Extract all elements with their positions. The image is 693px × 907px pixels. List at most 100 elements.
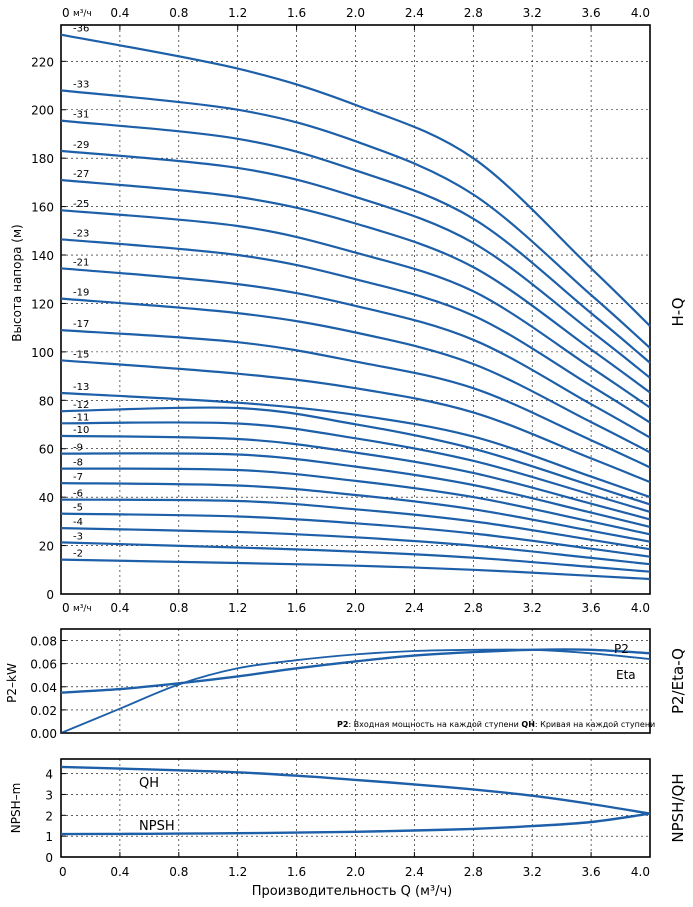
hq-x-ticks-bottom: 0 0.4 0.8 1.2 1.6 2.0 2.4 2.8 3.2 3.6 4.0 м³/ч <box>60 589 651 615</box>
x-tick-label: 1.2 <box>228 601 247 615</box>
x-unit-label: м³/ч <box>73 604 92 614</box>
hq-curve-label: -19 <box>73 288 89 299</box>
hq-curve-label: -36 <box>73 24 89 35</box>
x-tick-label: 2.0 <box>346 865 365 879</box>
hq-panel: -2 -3 -4 -5 -6 -7 -8 -9 -10 -11-12 -13 -15 -17 -19 -21… <box>10 6 687 615</box>
hq-curve <box>60 119 651 364</box>
hq-curve <box>60 89 651 349</box>
y-tick-label: 0.08 <box>30 635 57 649</box>
x-tick-label: 4.0 <box>631 865 650 879</box>
npsh-curve <box>60 812 651 836</box>
hq-y-axis-label: Высота напора (м) <box>10 224 24 341</box>
x-tick-label: 2.0 <box>346 6 365 20</box>
x-tick-label: 2.0 <box>346 601 365 615</box>
x-tick-label: 2.8 <box>464 601 483 615</box>
hq-curve-label: -12 <box>73 400 89 411</box>
hq-curve <box>60 434 651 521</box>
npsh-series-label: NPSH <box>139 819 175 834</box>
x-tick-label: 1.6 <box>287 865 306 879</box>
x-tick-label: 0 <box>62 601 70 615</box>
p2-y-axis-label: P2–kW <box>5 663 19 703</box>
hq-curve-label: -11 <box>73 412 89 423</box>
hq-curve-label: -2 <box>73 549 83 560</box>
y-tick-label: 120 <box>31 297 54 311</box>
x-tick-label: 0.8 <box>169 6 188 20</box>
hq-curve-label: -25 <box>73 199 89 210</box>
hq-curve <box>60 238 651 424</box>
hq-curve <box>60 33 651 327</box>
npsh-side-label: NPSH/QH <box>669 773 687 842</box>
hq-curve <box>60 391 651 499</box>
hq-curve-label: -6 <box>73 489 83 500</box>
x-tick-label: 2.8 <box>464 6 483 20</box>
y-tick-label: 4 <box>45 768 53 782</box>
hq-curve <box>60 558 651 581</box>
x-tick-label: 3.2 <box>523 601 542 615</box>
p2-note-text-2: : Кривая на каждой ступени <box>535 720 655 729</box>
npsh-x-ticks: 0 0.4 0.8 1.2 1.6 2.0 2.4 2.8 3.2 3.6 4.0 <box>59 852 651 879</box>
x-tick-label: 1.2 <box>228 6 247 20</box>
hq-curve <box>60 512 651 558</box>
y-tick-label: 0.04 <box>30 681 57 695</box>
npsh-y-ticks: 0 1 2 3 4 <box>45 768 66 865</box>
npsh-curves <box>60 765 651 836</box>
hq-side-label: H-Q <box>669 297 687 326</box>
y-tick-label: 80 <box>39 394 54 408</box>
hq-curve-label: -3 <box>73 531 83 542</box>
y-tick-label: 220 <box>31 55 54 69</box>
hq-curve <box>60 527 651 566</box>
hq-curve <box>60 359 651 484</box>
hq-curve <box>60 498 651 551</box>
p2-panel: 0.000.020.040.060.08 P2 Eta P2: Входная … <box>5 628 687 741</box>
hq-curve-label: -9 <box>73 443 83 454</box>
hq-curve-label: -13 <box>73 382 89 393</box>
p2-series-label: P2 <box>614 642 629 656</box>
npsh-grid <box>61 759 650 857</box>
hq-curve-label: -33 <box>73 79 89 90</box>
hq-curve-label: -8 <box>73 458 83 469</box>
hq-curve-label: -4 <box>73 517 83 528</box>
x-tick-label: 3.6 <box>582 6 601 20</box>
hq-curve-label: -27 <box>73 169 89 180</box>
x-tick-label: 0.4 <box>110 601 129 615</box>
hq-curve <box>60 267 651 439</box>
y-tick-label: 0.00 <box>30 727 57 741</box>
hq-curves <box>60 33 651 581</box>
x-tick-label: 0.4 <box>110 6 129 20</box>
y-tick-label: 180 <box>31 152 54 166</box>
p2-note-bold-2: QH <box>521 720 535 729</box>
y-tick-label: 0.06 <box>30 658 57 672</box>
npsh-y-axis-label: NPSH–m <box>9 783 23 834</box>
y-tick-label: 1 <box>45 830 53 844</box>
x-tick-label: 1.6 <box>287 6 306 20</box>
hq-curve-label: -29 <box>73 140 89 151</box>
hq-curve <box>60 209 651 409</box>
x-tick-label: 3.6 <box>582 601 601 615</box>
hq-x-ticks-top: 0 0.4 0.8 1.2 1.6 2.0 2.4 2.8 3.2 3.6 4.0 м³/ч <box>60 6 651 30</box>
x-tick-label: 2.8 <box>464 865 483 879</box>
p2-grid <box>61 629 650 733</box>
hq-curve <box>60 482 651 543</box>
eta-series-label: Eta <box>616 668 636 682</box>
hq-curve <box>60 329 651 469</box>
y-tick-label: 160 <box>31 201 54 215</box>
hq-curve-label: -23 <box>73 228 89 239</box>
p2-note-bold-1: P2 <box>337 720 348 729</box>
npsh-panel: 0 1 2 3 4 0 0.4 0.8 1.2 1.6 2.0 2.4 2.8 3.2 3.6 4.0 QH… <box>9 758 687 899</box>
hq-curve-label: -7 <box>73 472 83 483</box>
hq-curve-label: -17 <box>73 319 89 330</box>
p2-side-label: P2/Eta-Q <box>669 648 687 714</box>
y-tick-label: 0 <box>46 588 54 602</box>
y-tick-label: 40 <box>39 491 54 505</box>
x-tick-label: 4.0 <box>631 601 650 615</box>
y-tick-label: 3 <box>45 788 53 802</box>
x-tick-label: 2.4 <box>405 601 424 615</box>
x-tick-label: 1.6 <box>287 601 306 615</box>
x-tick-label: 0.8 <box>169 865 188 879</box>
y-tick-label: 20 <box>39 540 54 554</box>
hq-curve <box>60 421 651 513</box>
p2-note: P2: Входная мощность на каждой ступени Q… <box>337 720 655 729</box>
x-tick-label: 0.8 <box>169 601 188 615</box>
hq-curve-label: -31 <box>73 110 89 121</box>
hq-curve <box>60 149 651 379</box>
